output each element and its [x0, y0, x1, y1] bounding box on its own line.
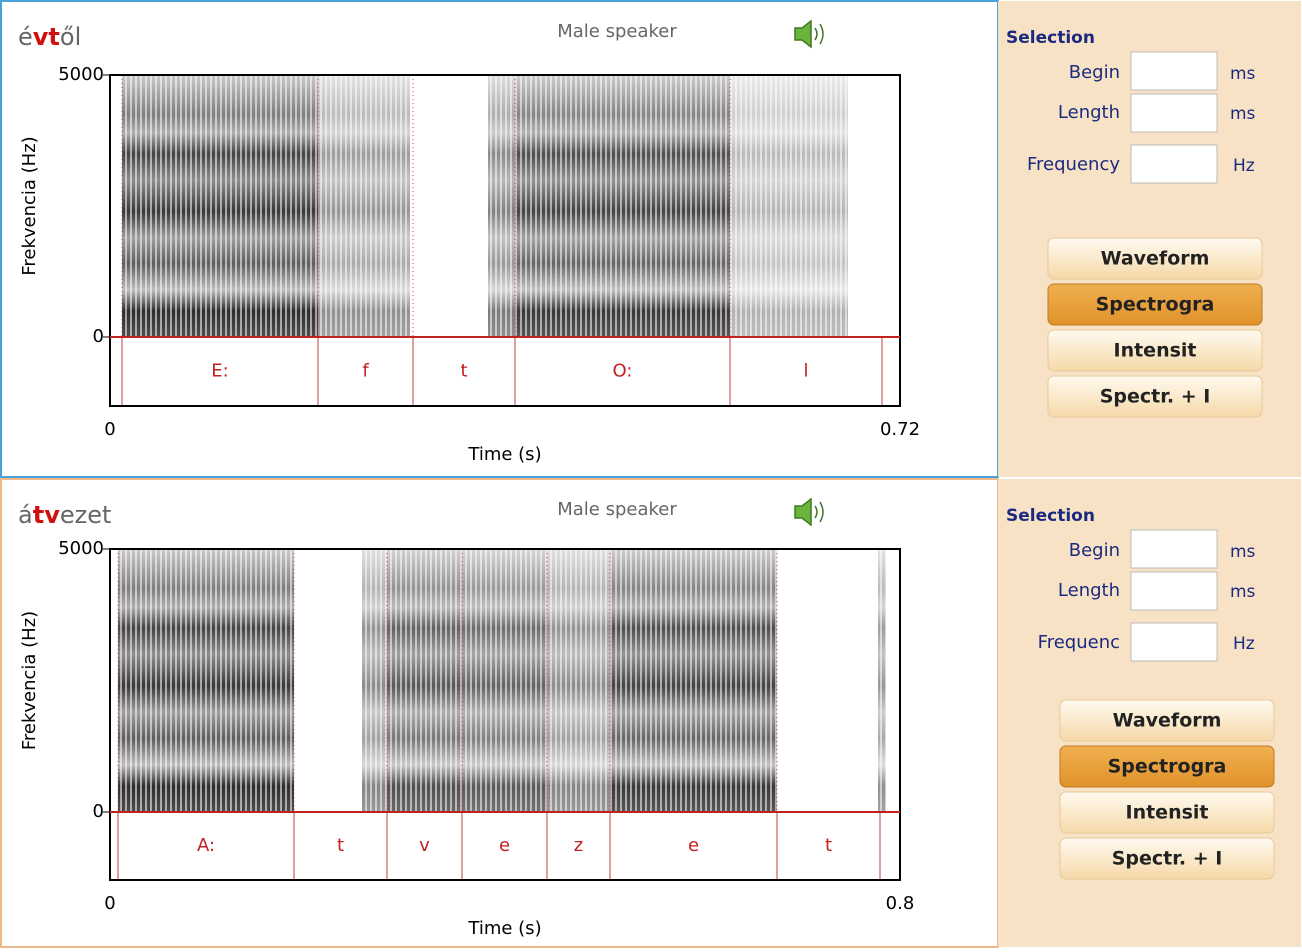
field-label: Length: [1058, 580, 1120, 601]
field-unit: ms: [1230, 64, 1256, 84]
y-axis-label: Frekvencia (Hz): [19, 136, 40, 275]
field-input[interactable]: [1131, 145, 1217, 183]
page: évtőlMale speakerE:ftO:l50000Frekvencia …: [0, 0, 1302, 948]
app: évtőlMale speakerE:ftO:l50000Frekvencia …: [0, 0, 1302, 948]
field-label: Frequency: [1027, 154, 1120, 175]
field-input[interactable]: [1131, 530, 1217, 568]
segment-label: e: [688, 835, 699, 856]
x-axis-label: Time (s): [467, 444, 541, 465]
y-tick-label: 5000: [58, 538, 104, 559]
segment-label: O:: [613, 361, 633, 382]
view-button[interactable]: [1048, 238, 1262, 279]
segment-label: f: [362, 361, 369, 382]
x-axis-label: Time (s): [467, 918, 541, 939]
spectrogram-striation: [547, 549, 610, 812]
field-unit: Hz: [1233, 156, 1255, 176]
word-highlight: vt: [33, 23, 60, 51]
segment-label: A:: [197, 835, 215, 856]
field-unit: ms: [1230, 582, 1256, 602]
spectrogram-striation: [118, 549, 294, 812]
spectrogram-striation: [730, 75, 848, 337]
field-input[interactable]: [1131, 623, 1217, 661]
selection-title: Selection: [1006, 506, 1095, 526]
field-unit: ms: [1230, 542, 1256, 562]
x-tick-label: 0: [104, 419, 115, 440]
y-axis-label: Frekvencia (Hz): [19, 611, 40, 750]
segment-label: e: [499, 835, 510, 856]
x-tick-label: 0.72: [880, 419, 920, 440]
y-tick-label: 0: [93, 326, 104, 347]
y-tick-label: 0: [93, 801, 104, 822]
field-label: Begin: [1069, 540, 1120, 561]
segment-label: t: [825, 835, 832, 856]
spectrogram-striation: [515, 75, 730, 337]
field-label: Begin: [1069, 62, 1120, 83]
x-tick-label: 0: [104, 893, 115, 914]
segment-label: z: [574, 835, 583, 856]
field-input[interactable]: [1131, 94, 1217, 132]
field-unit: ms: [1230, 104, 1256, 124]
view-button[interactable]: [1048, 376, 1262, 417]
view-button[interactable]: [1060, 838, 1274, 879]
spectrogram-striation: [387, 549, 462, 812]
word-suffix: ől: [60, 23, 81, 51]
view-button[interactable]: [1048, 330, 1262, 371]
view-button[interactable]: [1060, 746, 1274, 787]
word-suffix: ezet: [60, 501, 112, 529]
speaker-label: Male speaker: [557, 21, 677, 42]
view-button[interactable]: [1060, 792, 1274, 833]
word-title: évtől: [18, 23, 81, 51]
spectrogram-striation: [462, 549, 547, 812]
segment-label: t: [460, 361, 467, 382]
spectrogram-striation: [610, 549, 777, 812]
spectrogram-striation: [318, 75, 410, 337]
field-unit: Hz: [1233, 634, 1255, 654]
spectrogram-striation: [878, 549, 886, 812]
field-label: Length: [1058, 102, 1120, 123]
word-title: átvezet: [18, 501, 111, 529]
x-tick-label: 0.8: [886, 893, 915, 914]
field-input[interactable]: [1131, 52, 1217, 90]
field-input[interactable]: [1131, 572, 1217, 610]
field-label: Frequenc: [1038, 632, 1120, 653]
word-highlight: tv: [33, 501, 60, 529]
word-prefix: á: [18, 501, 33, 529]
spectrogram-striation: [488, 75, 515, 337]
spectrogram-striation: [362, 549, 387, 812]
view-button[interactable]: [1048, 284, 1262, 325]
segment-label: t: [337, 835, 344, 856]
y-tick-label: 5000: [58, 64, 104, 85]
segment-label: v: [419, 835, 430, 856]
speaker-label: Male speaker: [557, 499, 677, 520]
selection-title: Selection: [1006, 28, 1095, 48]
word-prefix: é: [18, 23, 33, 51]
view-button[interactable]: [1060, 700, 1274, 741]
segment-label: E:: [211, 361, 228, 382]
segment-label: l: [803, 361, 808, 382]
spectrogram-striation: [122, 75, 318, 337]
